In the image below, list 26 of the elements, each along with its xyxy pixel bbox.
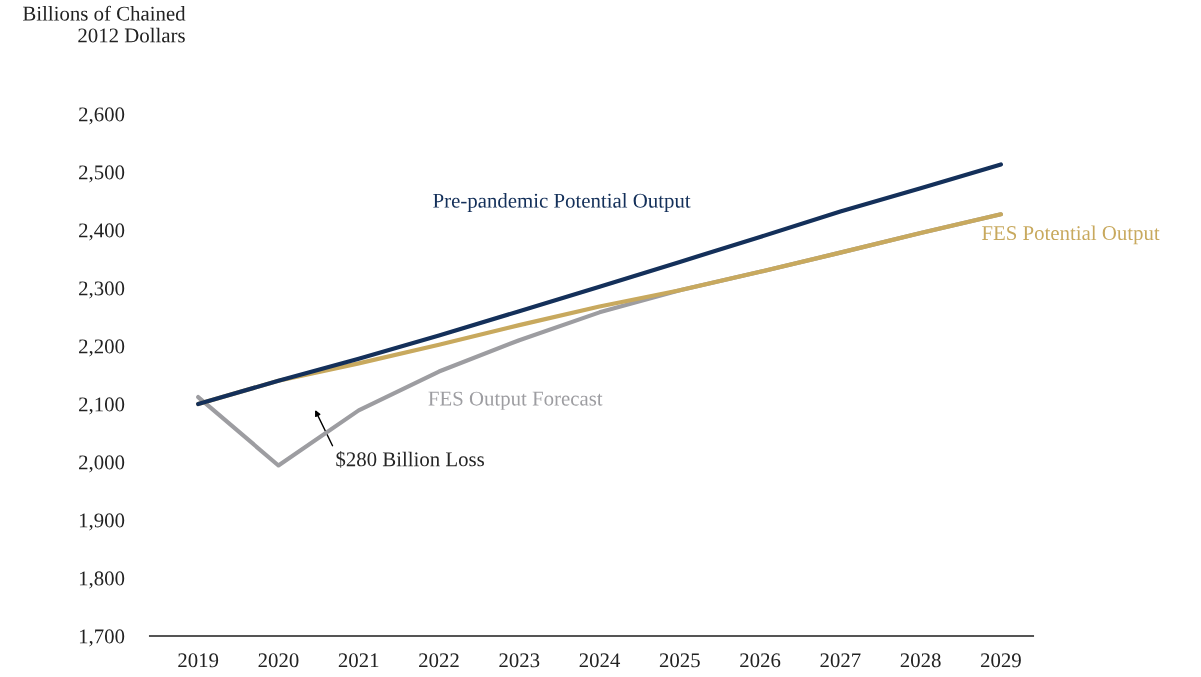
x-tick-label: 2027 [820, 653, 861, 668]
text: Pre-pandemic Potential Output [433, 193, 691, 212]
x-tick-label: 2024 [579, 653, 621, 668]
series-label: FES Potential Output [982, 225, 1160, 245]
y-tick-label: 1,800 [79, 571, 125, 589]
x-tick-label: 2019 [178, 653, 219, 668]
y-tick-label: 1,900 [79, 513, 125, 531]
y-axis-title: Billions of Chained 2012 Dollars [23, 5, 186, 43]
y-tick-label: 2,500 [79, 165, 125, 183]
y-tick-label: 2,600 [79, 107, 125, 125]
series-label: FES Output Forecast [428, 391, 603, 410]
y-tick-label: 2,100 [79, 397, 125, 415]
y-tick-label: 2,200 [79, 339, 125, 357]
y-tick-label: 2,400 [79, 223, 125, 241]
x-tick-label: 2022 [419, 653, 459, 668]
x-tick-label: 2021 [338, 653, 379, 668]
annotation: $280 Billion Loss [336, 451, 484, 468]
x-tick-label: 2020 [258, 653, 299, 668]
x-tick-label: 2026 [740, 653, 781, 668]
y-tick-label: 1,700 [79, 629, 125, 647]
y-tick-label: 2,000 [79, 455, 125, 473]
x-tick-label: 2025 [659, 653, 700, 668]
x-tick-label: 2028 [900, 653, 941, 668]
x-tick-label: 2029 [980, 653, 1021, 668]
x-tick-label: 2023 [499, 653, 540, 668]
y-tick-label: 2,300 [79, 281, 125, 299]
